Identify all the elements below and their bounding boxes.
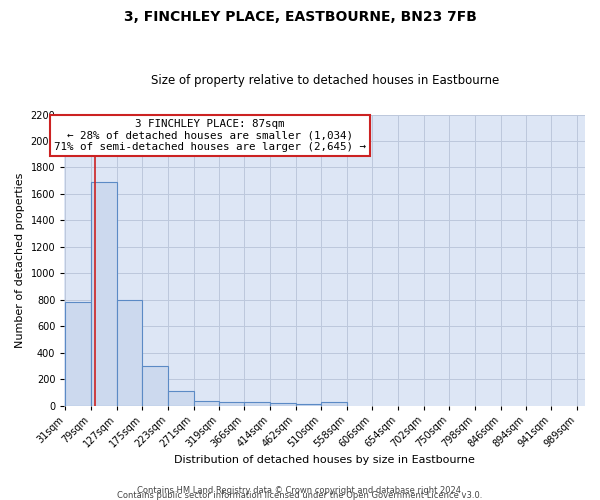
Bar [321,402,347,406]
Y-axis label: Number of detached properties: Number of detached properties [15,172,25,348]
Bar [168,391,194,406]
Text: 3 FINCHLEY PLACE: 87sqm
← 28% of detached houses are smaller (1,034)
71% of semi: 3 FINCHLEY PLACE: 87sqm ← 28% of detache… [54,119,366,152]
Bar [142,366,168,406]
Bar [244,402,270,406]
Bar [65,302,91,406]
Bar [296,404,321,406]
Bar [91,182,116,406]
Bar [194,401,219,406]
Text: Contains public sector information licensed under the Open Government Licence v3: Contains public sector information licen… [118,491,482,500]
Bar [116,300,142,406]
Title: Size of property relative to detached houses in Eastbourne: Size of property relative to detached ho… [151,74,499,87]
X-axis label: Distribution of detached houses by size in Eastbourne: Distribution of detached houses by size … [174,455,475,465]
Text: Contains HM Land Registry data © Crown copyright and database right 2024.: Contains HM Land Registry data © Crown c… [137,486,463,495]
Text: 3, FINCHLEY PLACE, EASTBOURNE, BN23 7FB: 3, FINCHLEY PLACE, EASTBOURNE, BN23 7FB [124,10,476,24]
Bar [270,403,296,406]
Bar [219,402,244,406]
